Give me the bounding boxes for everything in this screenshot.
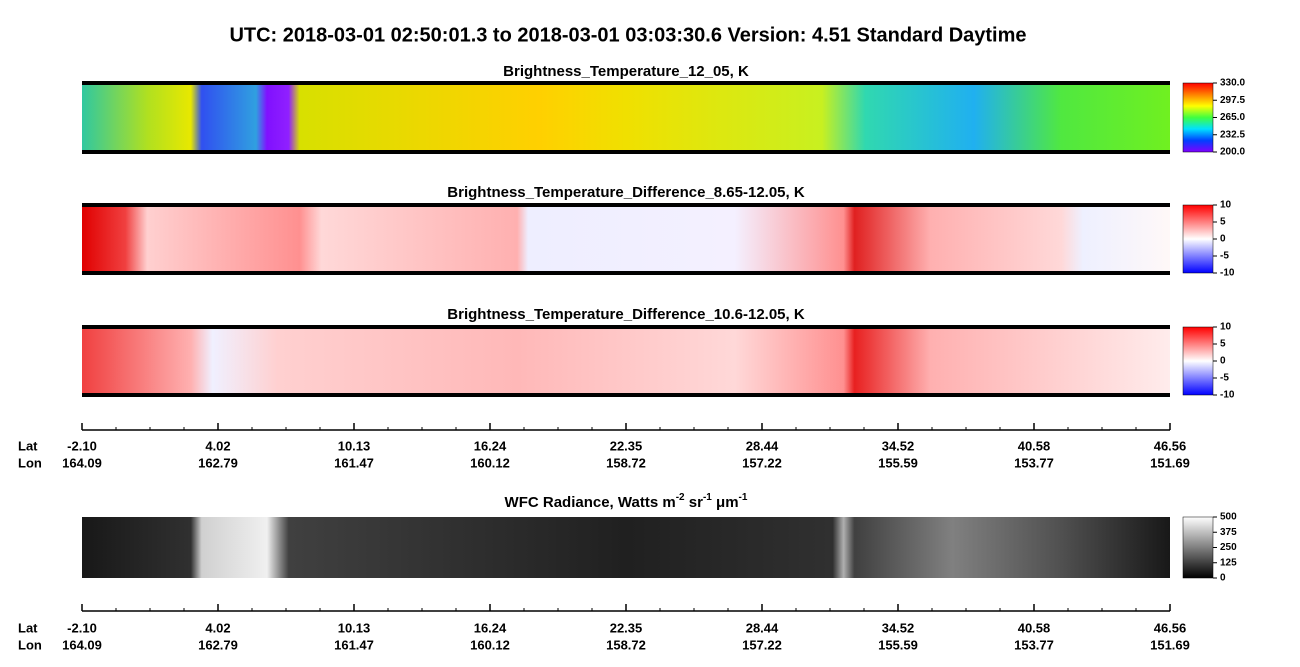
image-border bbox=[82, 203, 1170, 207]
colorbar-tick-label: 0 bbox=[1220, 234, 1226, 245]
lon-tick-label: 157.22 bbox=[742, 637, 782, 652]
colorbar-tick-label: 250 bbox=[1220, 542, 1237, 553]
colorbar-tick-label: 330.0 bbox=[1220, 78, 1245, 89]
lon-tick-label: 158.72 bbox=[606, 455, 646, 470]
title-part: -1 bbox=[703, 492, 712, 503]
lat-tick-label: -2.10 bbox=[67, 620, 97, 635]
lat-tick-label: 46.56 bbox=[1154, 620, 1187, 635]
lat-tick-label: 40.58 bbox=[1018, 620, 1051, 635]
colorbar-tick-label: 5 bbox=[1220, 217, 1226, 228]
image-border bbox=[82, 81, 1170, 85]
lon-tick-label: 158.72 bbox=[606, 637, 646, 652]
lat-label: Lat bbox=[18, 438, 38, 453]
image-border bbox=[82, 150, 1170, 154]
lon-tick-label: 164.09 bbox=[62, 455, 102, 470]
lon-tick-label: 161.47 bbox=[334, 455, 374, 470]
lon-tick-label: 160.12 bbox=[470, 455, 510, 470]
lon-tick-label: 157.22 bbox=[742, 455, 782, 470]
lon-tick-label: 155.59 bbox=[878, 455, 918, 470]
colorbar-tick-label: 125 bbox=[1220, 557, 1237, 568]
lat-tick-label: 34.52 bbox=[882, 620, 915, 635]
lon-tick-label: 162.79 bbox=[198, 637, 238, 652]
colorbar-tick-label: 500 bbox=[1220, 512, 1237, 523]
title-part: -2 bbox=[676, 492, 685, 503]
lat-tick-label: 10.13 bbox=[338, 438, 371, 453]
colorbar-tick-label: -5 bbox=[1220, 251, 1229, 262]
title-part: sr bbox=[685, 494, 704, 511]
title-part: WFC Radiance, Watts m bbox=[505, 494, 676, 511]
colorbar-tick-label: -10 bbox=[1220, 390, 1235, 401]
panel-title: Brightness_Temperature_Difference_8.65-1… bbox=[447, 184, 805, 201]
colorbar bbox=[1182, 326, 1214, 396]
colorbar-tick-label: 265.0 bbox=[1220, 112, 1245, 123]
lon-tick-label: 161.47 bbox=[334, 637, 374, 652]
colorbar-tick-label: 10 bbox=[1220, 200, 1232, 211]
panel-image bbox=[82, 517, 1170, 578]
panel-title: WFC Radiance, Watts m-2 sr-1 μm-1 bbox=[505, 492, 748, 511]
colorbar-tick-label: 200.0 bbox=[1220, 147, 1245, 158]
panel-image bbox=[82, 205, 1170, 273]
colorbar bbox=[1182, 516, 1214, 579]
lat-tick-label: 16.24 bbox=[474, 620, 507, 635]
lat-tick-label: 4.02 bbox=[205, 620, 230, 635]
lat-tick-label: -2.10 bbox=[67, 438, 97, 453]
lon-tick-label: 153.77 bbox=[1014, 455, 1054, 470]
lon-tick-label: 155.59 bbox=[878, 637, 918, 652]
title-part: μm bbox=[712, 494, 739, 511]
lon-tick-label: 164.09 bbox=[62, 637, 102, 652]
lon-tick-label: 153.77 bbox=[1014, 637, 1054, 652]
lon-tick-label: 151.69 bbox=[1150, 455, 1190, 470]
panel-image bbox=[82, 83, 1170, 152]
lat-tick-label: 16.24 bbox=[474, 438, 507, 453]
page-title: UTC: 2018-03-01 02:50:01.3 to 2018-03-01… bbox=[229, 24, 1026, 46]
colorbar-tick-label: 10 bbox=[1220, 322, 1232, 333]
panel-image bbox=[82, 327, 1170, 395]
lat-label: Lat bbox=[18, 620, 38, 635]
colorbar bbox=[1182, 82, 1214, 153]
lat-tick-label: 22.35 bbox=[610, 438, 643, 453]
lat-tick-label: 34.52 bbox=[882, 438, 915, 453]
colorbar-tick-label: -10 bbox=[1220, 268, 1235, 279]
image-border bbox=[82, 325, 1170, 329]
lon-label: Lon bbox=[18, 637, 42, 652]
colorbar-tick-label: 0 bbox=[1220, 356, 1226, 367]
image-border bbox=[82, 393, 1170, 397]
colorbar-tick-label: 375 bbox=[1220, 527, 1237, 538]
colorbar-tick-label: 232.5 bbox=[1220, 129, 1245, 140]
colorbar bbox=[1182, 204, 1214, 274]
colorbar-tick-label: 297.5 bbox=[1220, 95, 1245, 106]
lon-tick-label: 162.79 bbox=[198, 455, 238, 470]
image-border bbox=[82, 271, 1170, 275]
lon-tick-label: 160.12 bbox=[470, 637, 510, 652]
colorbar-tick-label: -5 bbox=[1220, 373, 1229, 384]
title-part: -1 bbox=[739, 492, 748, 503]
colorbar-tick-label: 5 bbox=[1220, 339, 1226, 350]
lat-tick-label: 28.44 bbox=[746, 620, 779, 635]
lat-tick-label: 40.58 bbox=[1018, 438, 1051, 453]
lat-tick-label: 10.13 bbox=[338, 620, 371, 635]
lat-tick-label: 4.02 bbox=[205, 438, 230, 453]
lon-tick-label: 151.69 bbox=[1150, 637, 1190, 652]
colorbar-tick-label: 0 bbox=[1220, 573, 1226, 584]
lat-tick-label: 46.56 bbox=[1154, 438, 1187, 453]
lon-label: Lon bbox=[18, 455, 42, 470]
panel-title: Brightness_Temperature_12_05, K bbox=[503, 63, 749, 80]
lat-tick-label: 28.44 bbox=[746, 438, 779, 453]
panel-title: Brightness_Temperature_Difference_10.6-1… bbox=[447, 306, 805, 323]
lat-tick-label: 22.35 bbox=[610, 620, 643, 635]
